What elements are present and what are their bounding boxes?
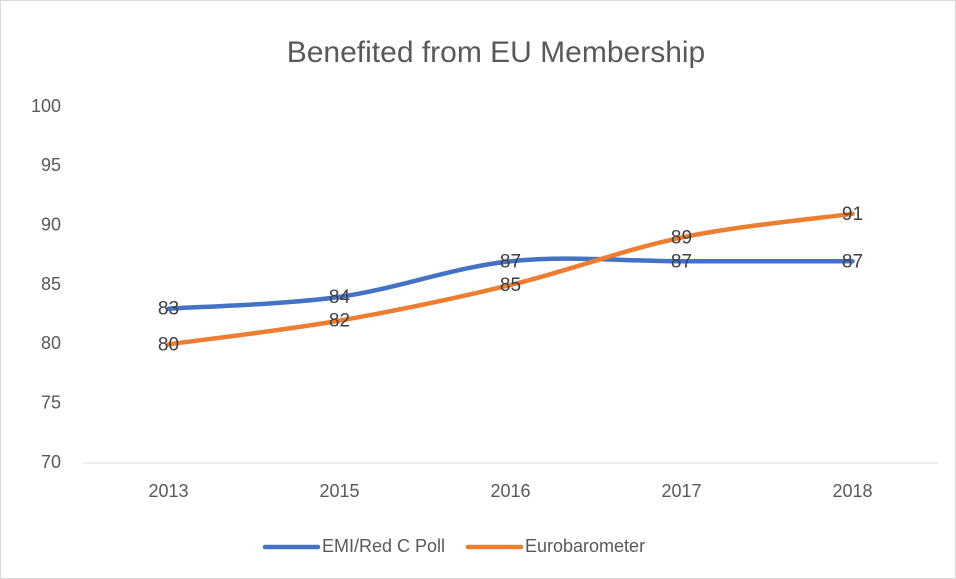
x-tick-label: 2013 bbox=[148, 481, 188, 501]
x-tick-label: 2016 bbox=[490, 481, 530, 501]
data-label: 84 bbox=[329, 287, 351, 308]
line bbox=[166, 256, 855, 311]
data-label: 83 bbox=[158, 299, 179, 320]
data-label: 91 bbox=[842, 204, 863, 225]
y-tick-label: 75 bbox=[41, 392, 61, 412]
y-tick-label: 70 bbox=[41, 452, 61, 472]
legend-label: Eurobarometer bbox=[525, 536, 645, 556]
y-tick-label: 100 bbox=[31, 96, 61, 116]
y-tick-label: 85 bbox=[41, 274, 61, 294]
chart-title: Benefited from EU Membership bbox=[287, 36, 706, 69]
data-label: 85 bbox=[500, 275, 521, 296]
data-label: 87 bbox=[500, 251, 521, 272]
data-label: 80 bbox=[158, 334, 179, 355]
data-label: 89 bbox=[671, 228, 692, 249]
y-tick-label: 90 bbox=[41, 214, 61, 234]
y-tick-label: 95 bbox=[41, 155, 61, 175]
x-tick-label: 2015 bbox=[319, 481, 359, 501]
data-label: 87 bbox=[842, 251, 863, 272]
data-label: 82 bbox=[329, 311, 350, 332]
data-label: 87 bbox=[671, 251, 692, 272]
line bbox=[166, 211, 855, 347]
x-tick-label: 2018 bbox=[832, 481, 872, 501]
legend-label: EMI/Red C Poll bbox=[322, 536, 445, 556]
y-tick-label: 80 bbox=[41, 333, 61, 353]
x-tick-label: 2017 bbox=[661, 481, 701, 501]
